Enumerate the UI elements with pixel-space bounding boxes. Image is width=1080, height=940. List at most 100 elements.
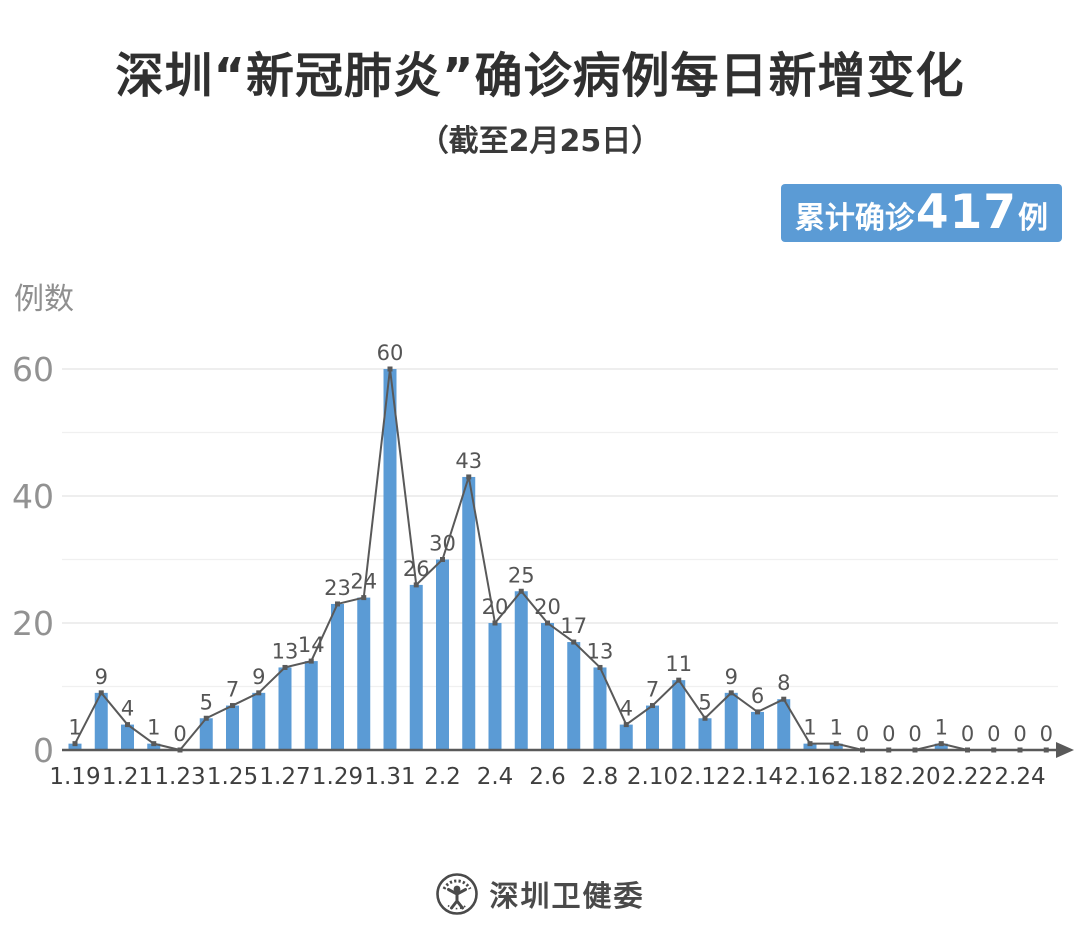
y-tick-label: 20 bbox=[12, 604, 54, 643]
marker bbox=[413, 582, 419, 588]
marker bbox=[702, 715, 708, 721]
x-tick-label: 2.18 bbox=[837, 764, 888, 790]
x-tick-label: 1.29 bbox=[312, 764, 363, 790]
x-tick-label: 2.8 bbox=[582, 764, 619, 790]
marker bbox=[125, 722, 130, 728]
marker bbox=[1017, 747, 1023, 753]
x-tick-label: 2.14 bbox=[732, 764, 783, 790]
data-label: 13 bbox=[272, 639, 299, 663]
bar bbox=[436, 559, 449, 750]
data-label: 1 bbox=[68, 716, 81, 740]
marker bbox=[781, 696, 787, 702]
chart-subtitle: （截至2月25日） bbox=[418, 124, 662, 159]
badge-prefix: 累计确诊 bbox=[794, 201, 915, 236]
bar bbox=[593, 667, 607, 750]
bar bbox=[751, 711, 764, 750]
data-label: 11 bbox=[665, 652, 692, 676]
bar bbox=[619, 724, 633, 750]
y-axis-title: 例数 bbox=[14, 282, 74, 317]
bar bbox=[409, 584, 423, 750]
marker bbox=[230, 703, 235, 709]
data-label: 8 bbox=[777, 671, 790, 695]
marker bbox=[938, 741, 944, 747]
bar bbox=[147, 743, 161, 750]
x-tick-label: 2.16 bbox=[784, 764, 835, 790]
data-label: 14 bbox=[298, 633, 325, 657]
data-label: 9 bbox=[95, 665, 108, 689]
data-label: 6 bbox=[751, 684, 764, 708]
data-label: 23 bbox=[324, 576, 351, 600]
marker bbox=[833, 741, 839, 747]
bar bbox=[462, 476, 476, 750]
marker bbox=[860, 747, 865, 753]
data-label: 0 bbox=[908, 722, 921, 746]
bar bbox=[672, 680, 686, 750]
marker bbox=[623, 722, 629, 728]
bar bbox=[199, 718, 213, 750]
data-label: 1 bbox=[147, 716, 160, 740]
marker bbox=[98, 690, 104, 696]
marker bbox=[650, 703, 655, 709]
x-tick-label: 1.21 bbox=[102, 764, 153, 790]
data-label: 9 bbox=[725, 665, 738, 689]
bar bbox=[934, 743, 948, 750]
bar bbox=[803, 743, 817, 750]
page-title: 深圳“新冠肺炎”确诊病例每日新增变化 bbox=[115, 48, 965, 104]
data-label: 0 bbox=[882, 722, 895, 746]
marker bbox=[72, 741, 78, 747]
data-label: 0 bbox=[1013, 722, 1026, 746]
bar bbox=[331, 603, 344, 750]
marker bbox=[203, 715, 209, 721]
marker bbox=[597, 664, 603, 670]
x-tick-label: 1.31 bbox=[364, 764, 415, 790]
data-label: 0 bbox=[173, 722, 186, 746]
trend-line bbox=[74, 368, 1047, 752]
marker bbox=[256, 690, 262, 696]
bar bbox=[252, 692, 266, 750]
bar bbox=[226, 705, 239, 750]
marker bbox=[335, 601, 340, 607]
badge-number: 417 bbox=[915, 185, 1017, 240]
data-label: 20 bbox=[534, 595, 561, 619]
data-label: 13 bbox=[587, 639, 614, 663]
bar bbox=[724, 692, 738, 750]
x-tick-label: 2.12 bbox=[679, 764, 730, 790]
x-tick-label: 2.24 bbox=[994, 764, 1045, 790]
x-tick-label: 2.20 bbox=[889, 764, 940, 790]
bar bbox=[94, 692, 108, 750]
marker bbox=[492, 620, 498, 626]
marker bbox=[518, 588, 524, 594]
data-label: 60 bbox=[377, 341, 404, 365]
data-label: 20 bbox=[482, 595, 509, 619]
marker bbox=[571, 639, 577, 645]
y-tick-label: 60 bbox=[12, 350, 54, 389]
bar bbox=[829, 743, 843, 750]
data-label: 0 bbox=[961, 722, 974, 746]
data-label: 4 bbox=[121, 697, 134, 721]
marker bbox=[282, 664, 288, 670]
data-label: 5 bbox=[200, 690, 213, 714]
data-label: 4 bbox=[620, 697, 633, 721]
data-label: 25 bbox=[508, 563, 535, 587]
x-axis-arrow bbox=[1056, 742, 1074, 758]
marker bbox=[1043, 747, 1049, 753]
marker bbox=[886, 747, 892, 753]
data-label: 0 bbox=[1040, 722, 1053, 746]
badge-suffix: 例 bbox=[1018, 201, 1048, 236]
data-label: 7 bbox=[646, 678, 659, 702]
footer: 深圳卫健委 bbox=[0, 872, 1080, 916]
data-label: 17 bbox=[560, 614, 587, 638]
bar bbox=[68, 743, 82, 750]
data-label: 0 bbox=[856, 722, 869, 746]
shenzhen-health-commission-logo-icon bbox=[436, 873, 479, 915]
data-label: 9 bbox=[252, 665, 265, 689]
bar bbox=[567, 642, 581, 750]
marker bbox=[361, 595, 367, 601]
y-tick-label: 0 bbox=[33, 731, 54, 770]
footer-org-name: 深圳卫健委 bbox=[489, 879, 645, 913]
bar bbox=[304, 661, 318, 750]
bar bbox=[541, 623, 554, 750]
bar bbox=[488, 623, 502, 750]
bar bbox=[383, 369, 397, 750]
